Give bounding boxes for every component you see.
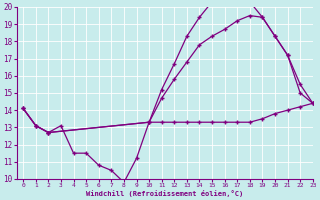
X-axis label: Windchill (Refroidissement éolien,°C): Windchill (Refroidissement éolien,°C) (86, 190, 244, 197)
